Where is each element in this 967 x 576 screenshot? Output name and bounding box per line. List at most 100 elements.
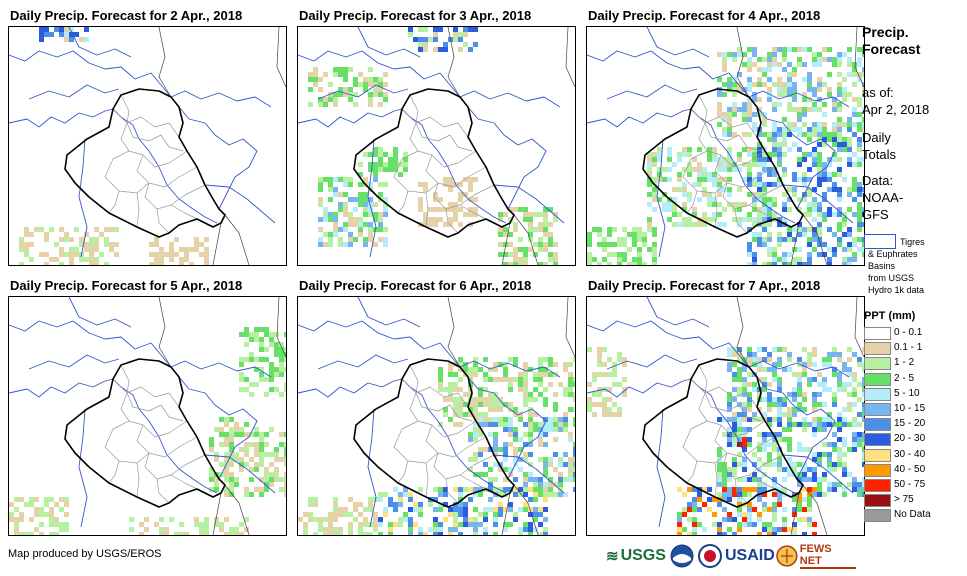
precip-map (8, 26, 287, 266)
basin-outline (298, 50, 461, 98)
province-boundary (425, 462, 429, 498)
precip-map (586, 26, 865, 266)
neighbor-border (854, 297, 864, 358)
panel-title: Daily Precip. Forecast for 3 Apr., 2018 (299, 8, 532, 23)
basin-outline (298, 320, 461, 368)
country-border (642, 88, 804, 238)
forecast-panel-apr-7: Daily Precip. Forecast for 7 Apr., 2018 (584, 278, 870, 542)
province-boundary (734, 478, 748, 504)
neighbor-border (158, 297, 172, 368)
ppt-color-swatch (864, 509, 891, 523)
agency-logos: ≋ USGS USAID FEWS NET (606, 542, 856, 572)
ppt-color-swatch (864, 433, 891, 447)
basin-outline (467, 376, 547, 480)
province-boundary (397, 190, 409, 214)
legend-title: Precip. Forecast (862, 24, 921, 57)
basin-outline (756, 106, 836, 210)
province-boundary (120, 94, 184, 152)
forecast-panel-apr-5: Daily Precip. Forecast for 5 Apr., 2018 (6, 278, 292, 542)
forecast-panel-apr-3: Daily Precip. Forecast for 3 Apr., 2018 (295, 8, 581, 272)
ppt-color-swatch (864, 327, 891, 340)
province-boundary (136, 462, 140, 498)
ppt-range-label: 20 - 30 (894, 433, 926, 445)
basin-outline (646, 27, 710, 58)
basin-outline (459, 90, 561, 108)
province-boundary (104, 420, 150, 464)
neighbor-border (513, 214, 539, 265)
panel-title: Daily Precip. Forecast for 2 Apr., 2018 (10, 8, 243, 23)
forecast-panel-apr-4: Daily Precip. Forecast for 4 Apr., 2018 (584, 8, 870, 272)
province-boundary (433, 452, 495, 480)
province-boundary (433, 182, 495, 210)
province-boundary (686, 190, 698, 214)
province-boundary (445, 208, 459, 234)
basin-outline (204, 184, 276, 224)
basin-outline (68, 27, 132, 58)
province-boundary (393, 420, 439, 464)
neighbor-border (501, 222, 511, 265)
as-of-date: as of: Apr 2, 2018 (862, 85, 930, 117)
basin-outline (493, 454, 565, 494)
neighbor-border (447, 297, 461, 368)
neighbor-border (802, 484, 828, 535)
basin-outline (606, 84, 698, 100)
basin-outline (367, 138, 377, 258)
precip-pixels (298, 357, 575, 535)
province-boundary (686, 460, 698, 484)
neighbor-border (276, 27, 286, 88)
ppt-color-swatch (864, 494, 891, 508)
province-boundary (144, 182, 206, 210)
fews-globe-icon (776, 545, 798, 567)
basin-outline (9, 378, 218, 494)
ppt-range-label: 15 - 20 (894, 418, 926, 430)
province-boundary (722, 182, 784, 210)
neighbor-border (158, 27, 172, 98)
basin-outline (587, 320, 750, 368)
basin-outline (459, 360, 561, 378)
data-source: Data: NOAA- GFS (862, 173, 904, 222)
province-boundary (120, 364, 184, 422)
neighbor-border (565, 27, 575, 88)
province-boundary (401, 378, 469, 408)
ppt-color-swatch (864, 387, 891, 401)
precip-pixels (587, 347, 864, 535)
basin-outline (317, 84, 409, 100)
province-boundary (425, 154, 487, 188)
province-boundary (170, 474, 198, 490)
basin-outline (317, 354, 409, 370)
noaa-logo-icon (670, 542, 694, 570)
basin-outline (756, 376, 836, 480)
ppt-range-label: 0.1 - 1 (894, 342, 923, 354)
province-boundary (425, 424, 487, 458)
basin-outline (68, 297, 132, 328)
ppt-range-label: 2 - 5 (894, 372, 915, 384)
province-boundary (156, 208, 170, 234)
ppt-range-label: 50 - 75 (894, 479, 926, 490)
basin-outline (9, 108, 218, 224)
province-boundary (690, 108, 758, 138)
basin-outline (748, 360, 850, 378)
fews-net-logo: FEWS NET (776, 542, 856, 570)
province-boundary (698, 94, 762, 152)
precip-pixels (19, 27, 209, 265)
province-boundary (682, 420, 728, 464)
ppt-range-label: 40 - 50 (894, 463, 926, 475)
basin-outline (9, 320, 172, 368)
map-credit: Map produced by USGS/EROS (8, 548, 162, 560)
basin-outline (587, 50, 750, 98)
province-boundary (397, 460, 409, 484)
ppt-range-label: > 75 (894, 494, 914, 506)
province-boundary (714, 154, 776, 188)
basin-outline (467, 106, 547, 210)
usgs-logo: ≋ USGS (606, 547, 666, 565)
neighbor-border (501, 492, 511, 535)
basin-outline (78, 408, 88, 528)
basin-outline (782, 184, 854, 224)
basin-outline (656, 408, 666, 528)
ppt-legend-title: PPT (mm) (864, 310, 916, 322)
basin-outline (204, 454, 276, 494)
ppt-color-swatch (864, 418, 891, 432)
province-boundary (682, 150, 728, 194)
ppt-color-swatch (864, 357, 891, 371)
neighbor-border (212, 492, 222, 535)
